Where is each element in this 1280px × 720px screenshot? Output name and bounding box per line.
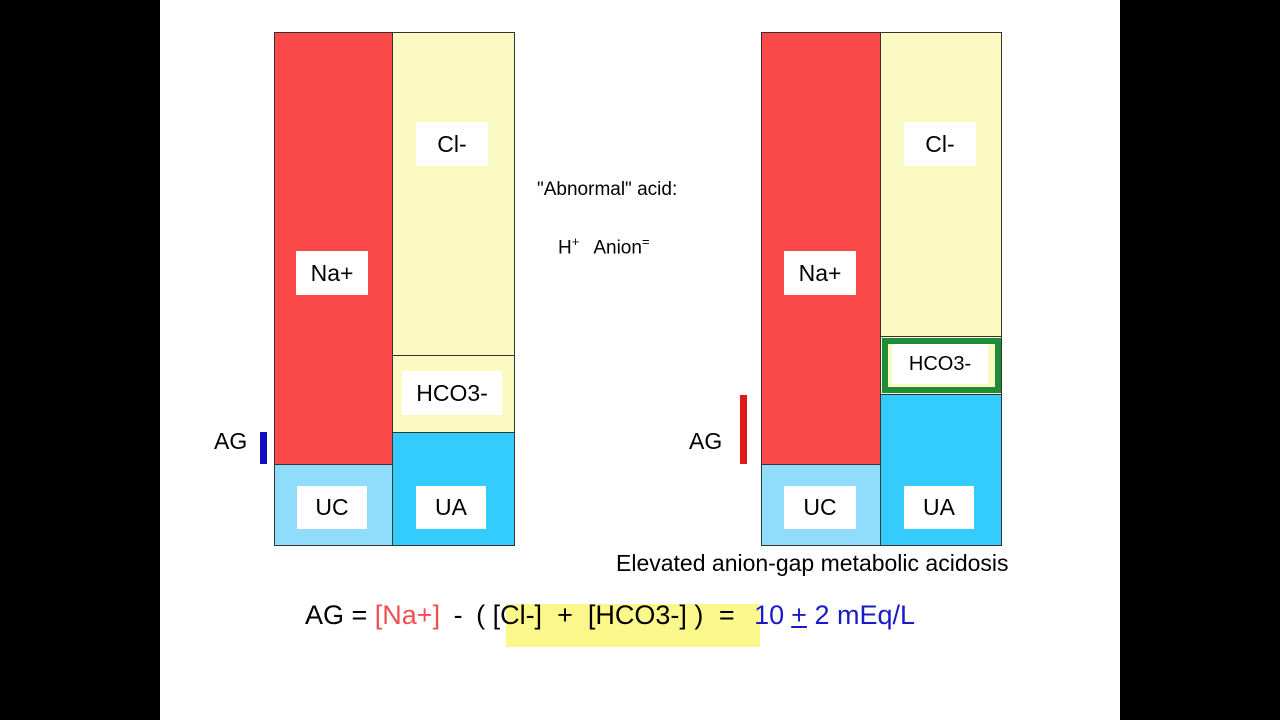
right-ag-label: AG (689, 428, 723, 454)
formula-na: [Na+] (374, 600, 441, 630)
anion-symbol: Anion (593, 237, 642, 259)
right-ag-bar (740, 395, 747, 464)
left-hco3-label: HCO3- (402, 371, 502, 415)
slide: Na+ Cl- HCO3- UC UA AG "Abnormal" acid: … (160, 0, 1120, 720)
left-cl-label: Cl- (416, 122, 488, 166)
left-na-label: Na+ (296, 251, 368, 295)
left-na-column (274, 32, 393, 465)
formula-value: 10 (754, 600, 785, 630)
right-hco3-label: HCO3- (892, 344, 988, 384)
formula-cl-hco3: ( [Cl-] + [HCO3-] ) (476, 600, 704, 630)
right-uc-label: UC (784, 486, 856, 529)
acid-formula: H+ Anion= (558, 234, 650, 259)
formula-plus-minus: + (784, 600, 807, 631)
formula-minus: - (446, 600, 471, 630)
formula-pm-sign: + (791, 600, 807, 630)
formula-rest: 2 mEq/L (806, 600, 916, 630)
left-ua-label: UA (416, 486, 486, 529)
formula-highlight (506, 604, 760, 647)
left-uc-label: UC (297, 486, 367, 529)
right-ua-label: UA (904, 486, 974, 529)
formula-lhs: AG = (305, 600, 375, 630)
right-na-column (761, 32, 881, 465)
anion-gap-formula: AG = [Na+] - ( [Cl-] + [HCO3-] ) = 10 + 2… (305, 600, 915, 644)
left-cl-block (392, 32, 515, 356)
hydrogen-charge: + (571, 234, 580, 249)
formula-equals: = (711, 600, 743, 630)
anion-charge: = (641, 234, 650, 249)
abnormal-acid-title: "Abnormal" acid: (537, 179, 678, 200)
right-na-label: Na+ (784, 251, 856, 295)
right-hco3-highlight-frame (882, 338, 1001, 393)
right-cl-block (880, 32, 1002, 337)
left-ag-label: AG (214, 428, 248, 454)
right-cl-label: Cl- (904, 122, 976, 166)
right-caption: Elevated anion-gap metabolic acidosis (616, 550, 1009, 576)
left-ag-bar (260, 432, 267, 464)
hydrogen-symbol: H (558, 237, 572, 259)
